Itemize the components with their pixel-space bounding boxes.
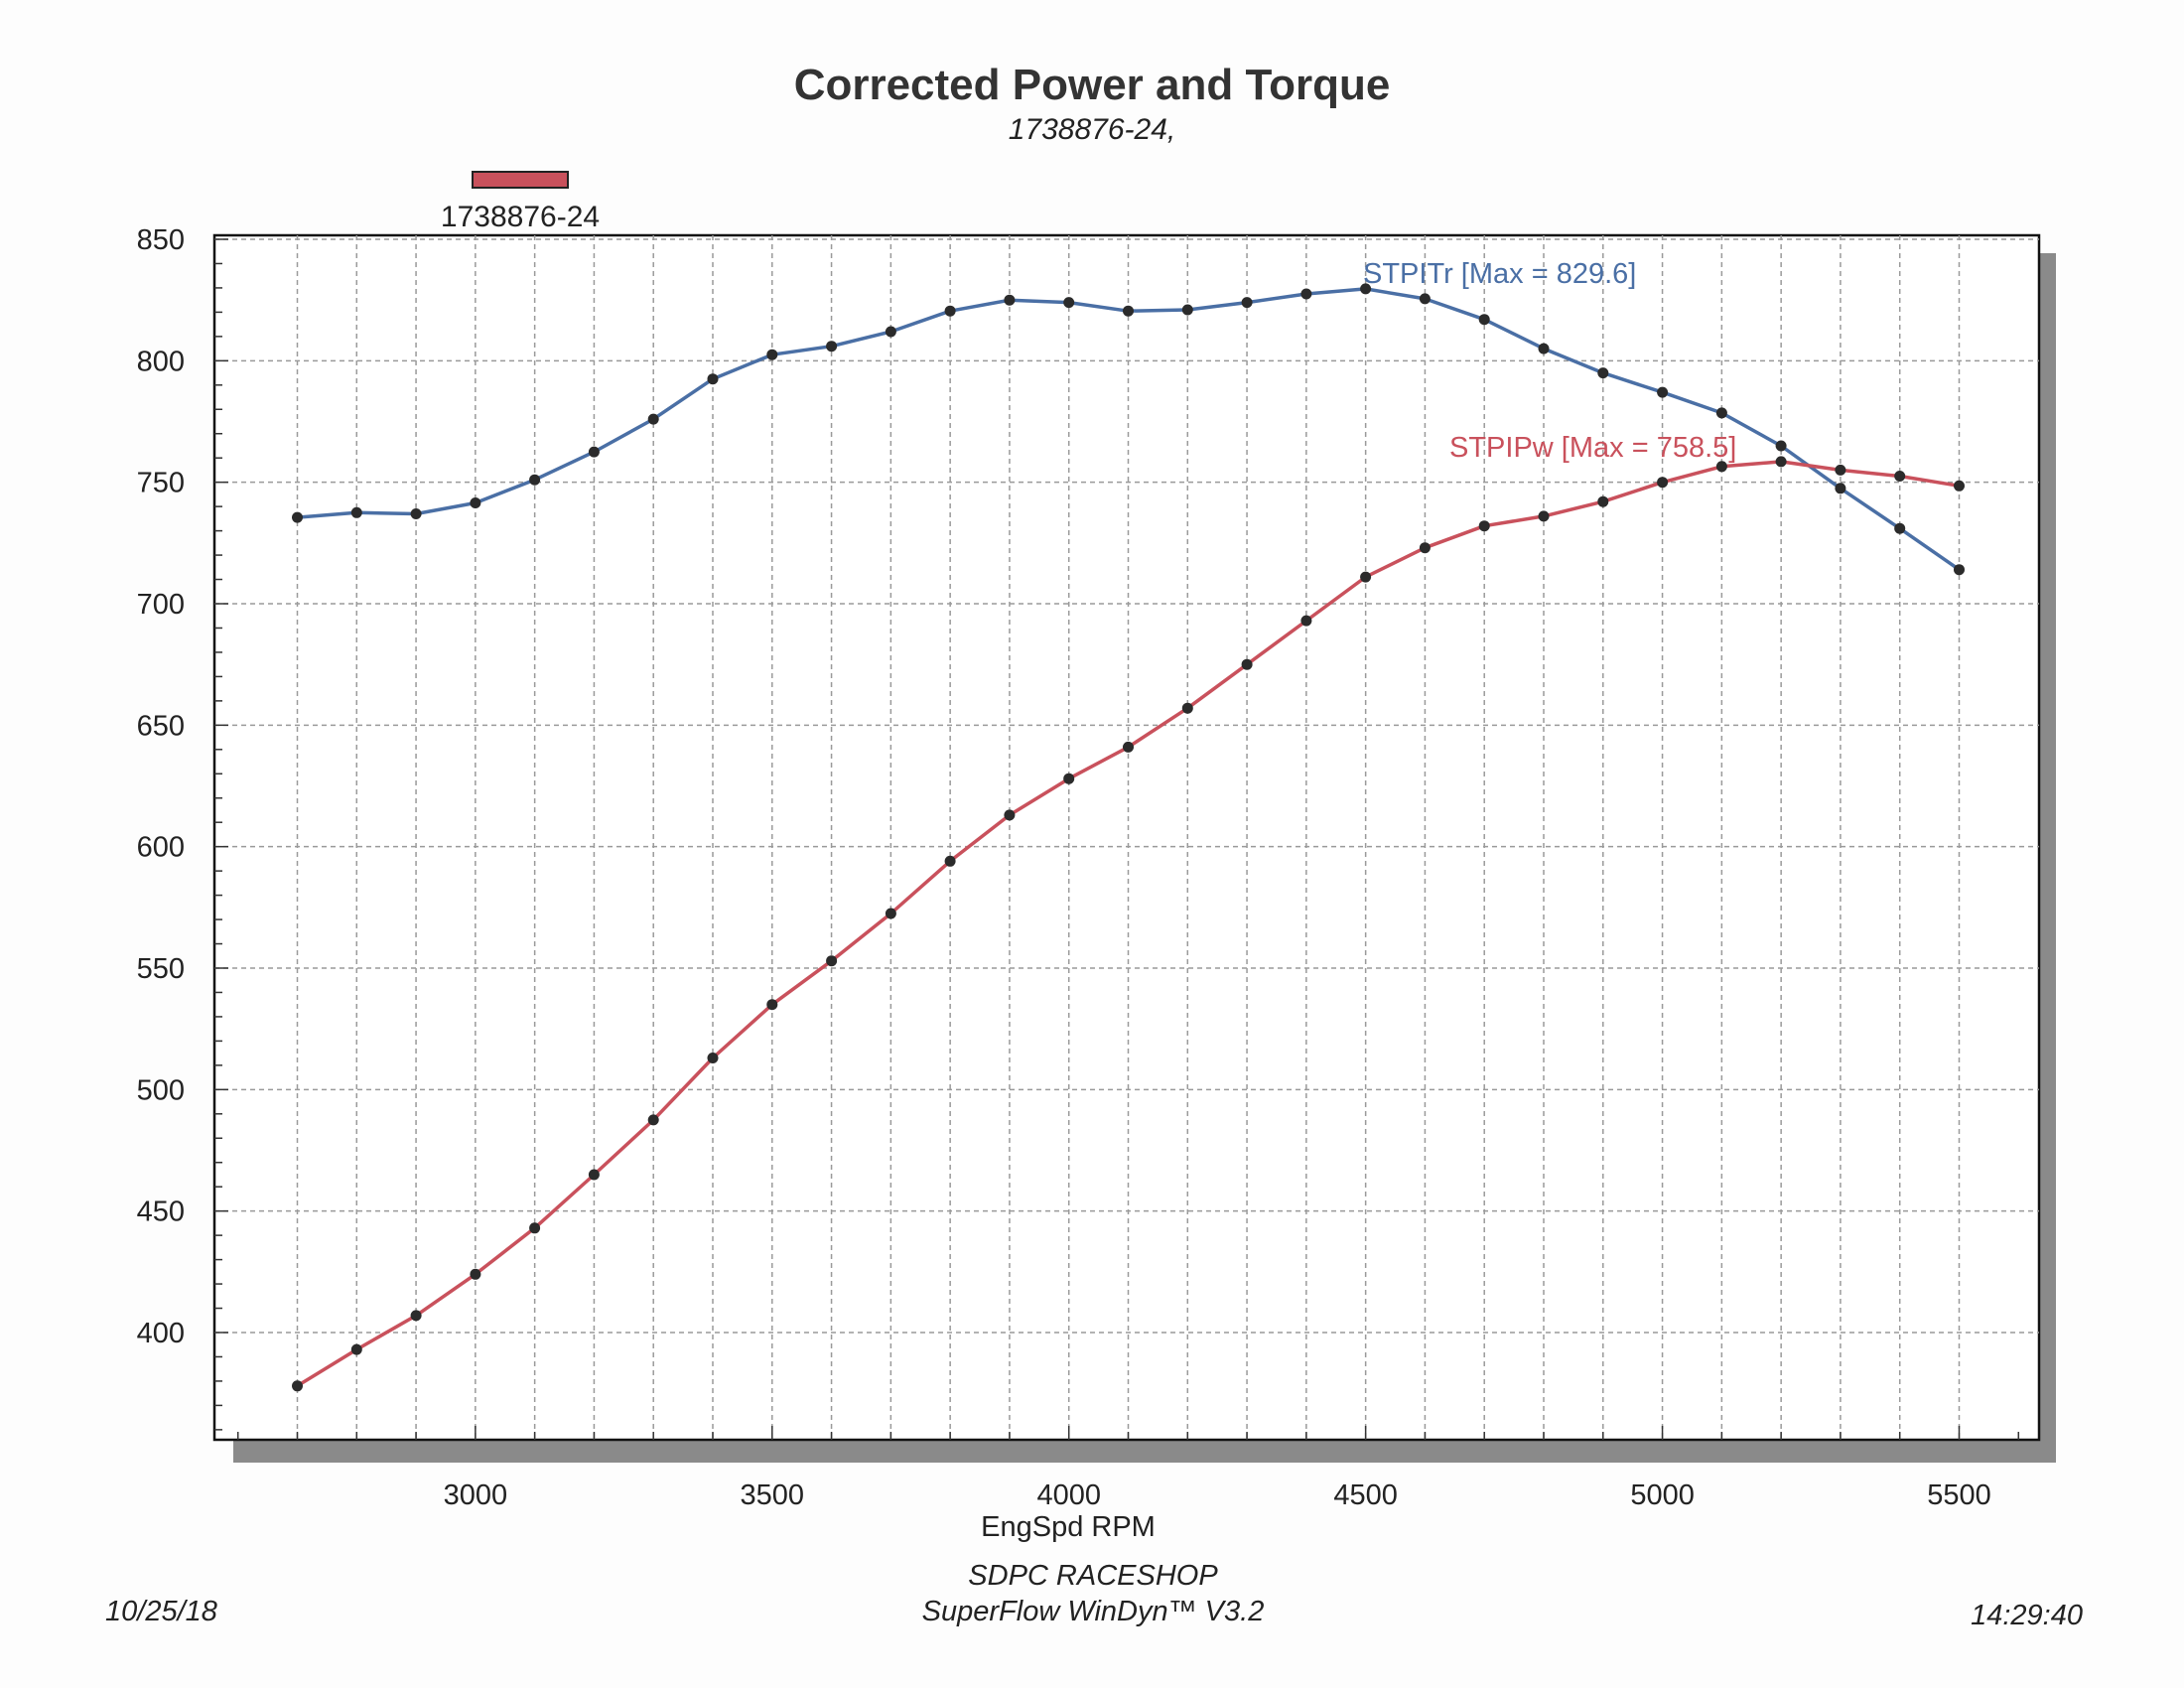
x-tick-label: 5500 <box>1927 1479 1991 1511</box>
data-point <box>1241 297 1253 309</box>
data-point <box>1004 294 1016 306</box>
x-tick-label: 5000 <box>1630 1479 1695 1511</box>
data-point <box>826 955 838 967</box>
data-point <box>766 999 778 1011</box>
grid <box>214 235 2039 1440</box>
data-point <box>588 446 600 458</box>
series-stpipw: STPIPw [Max = 758.5] <box>292 432 1965 1392</box>
data-point <box>647 1114 659 1126</box>
y-tick-label: 600 <box>137 832 185 864</box>
data-point <box>647 413 659 425</box>
data-point <box>1181 702 1193 714</box>
y-tick-label: 850 <box>137 224 185 256</box>
data-point <box>1360 571 1372 583</box>
data-point <box>885 908 896 919</box>
data-point <box>1241 658 1253 670</box>
data-point <box>1123 305 1134 317</box>
x-tick-label: 4000 <box>1036 1479 1101 1511</box>
footer-shop: SDPC RACESHOP <box>968 1560 1218 1592</box>
data-point <box>1894 471 1906 482</box>
data-point <box>1775 456 1787 468</box>
footer-date: 10/25/18 <box>105 1596 217 1627</box>
data-point <box>1123 741 1134 753</box>
data-point <box>529 474 541 486</box>
data-point <box>1954 480 1965 492</box>
minor-ticks <box>214 238 2020 1440</box>
data-point <box>1657 386 1669 398</box>
y-tick-label: 700 <box>137 589 185 621</box>
series-annotation: STPITr [Max = 829.6] <box>1363 258 1636 290</box>
y-tick-label: 650 <box>137 710 185 742</box>
x-tick-label: 4500 <box>1333 1479 1398 1511</box>
data-point <box>707 1053 719 1063</box>
data-point <box>470 497 481 508</box>
data-point <box>1419 293 1431 305</box>
data-point <box>1063 773 1075 784</box>
data-point <box>350 506 362 518</box>
data-point <box>1063 297 1075 309</box>
footer-time: 14:29:40 <box>1971 1600 2083 1631</box>
y-tick-label: 500 <box>137 1074 185 1106</box>
data-point <box>1300 288 1312 300</box>
x-axis-tick-labels: 3000 3500 4000 4500 5000 5500 <box>444 1479 1991 1511</box>
data-point <box>885 326 896 338</box>
data-point <box>1715 407 1727 419</box>
x-axis-label: EngSpd RPM <box>981 1511 1156 1543</box>
plot-area <box>212 233 2041 1442</box>
y-axis-tick-labels: 400 450 500 550 600 650 700 750 800 850 <box>137 224 185 1349</box>
data-point <box>944 855 956 867</box>
data-point <box>766 349 778 360</box>
x-tick-label: 3000 <box>444 1479 508 1511</box>
data-point <box>1835 464 1846 476</box>
y-tick-label: 400 <box>137 1318 185 1349</box>
y-tick-label: 450 <box>137 1196 185 1228</box>
data-point <box>1538 343 1550 354</box>
data-point <box>1597 495 1609 507</box>
data-point <box>292 1380 303 1392</box>
chart-subtitle: 1738876-24, <box>1009 113 1176 146</box>
data-point <box>1715 461 1727 473</box>
data-point <box>1775 440 1787 452</box>
data-point <box>1300 615 1312 627</box>
data-point <box>826 341 838 352</box>
data-point <box>1835 483 1846 494</box>
data-point <box>1360 283 1372 295</box>
data-point <box>707 373 719 385</box>
y-tick-label: 550 <box>137 953 185 985</box>
data-point <box>1597 367 1609 379</box>
data-point <box>350 1343 362 1355</box>
series-stpitr: STPITr [Max = 829.6] <box>292 258 1965 576</box>
footer-software: SuperFlow WinDyn™ V3.2 <box>922 1596 1265 1627</box>
data-point <box>1657 477 1669 489</box>
data-point <box>529 1222 541 1234</box>
data-point <box>588 1169 600 1181</box>
data-point <box>1181 304 1193 316</box>
y-tick-label: 800 <box>137 346 185 377</box>
data-point <box>292 511 303 523</box>
data-point <box>944 305 956 317</box>
data-point <box>1478 520 1490 532</box>
data-point <box>470 1268 481 1280</box>
chart-title: Corrected Power and Torque <box>794 61 1391 109</box>
legend-swatch <box>472 171 569 189</box>
data-point <box>1478 314 1490 326</box>
series-annotation: STPIPw [Max = 758.5] <box>1449 432 1736 464</box>
series-layer: STPITr [Max = 829.6] STPIPw [Max = 758.5] <box>292 258 1965 1392</box>
legend-label: 1738876-24 <box>441 201 600 233</box>
x-tick-label: 3500 <box>741 1479 805 1511</box>
data-point <box>410 1310 422 1322</box>
data-point <box>1894 522 1906 534</box>
data-point <box>1954 564 1965 576</box>
data-point <box>410 508 422 519</box>
y-tick-label: 750 <box>137 468 185 499</box>
data-point <box>1538 510 1550 522</box>
data-point <box>1419 542 1431 554</box>
data-point <box>1004 809 1016 821</box>
